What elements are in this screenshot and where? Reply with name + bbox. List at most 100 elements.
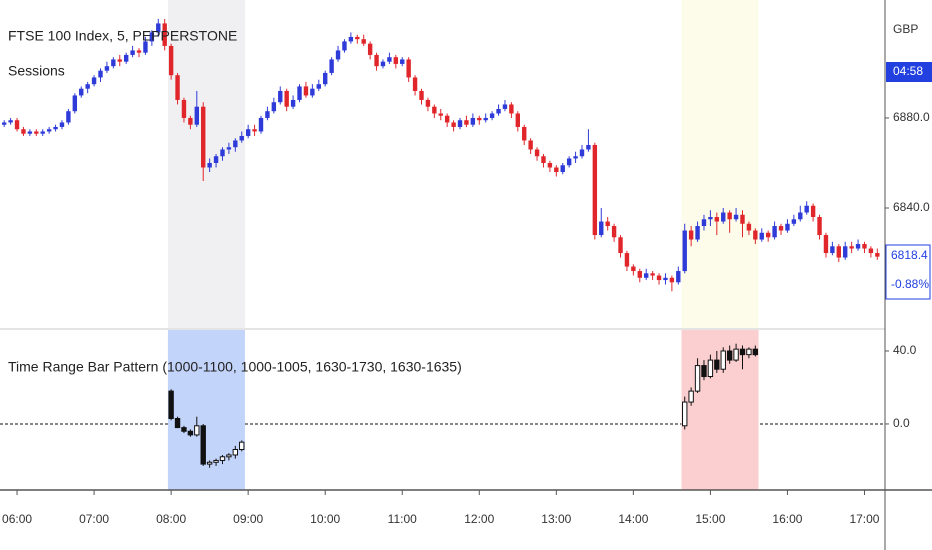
candle-body	[875, 253, 880, 257]
last-price-box	[885, 244, 931, 300]
candle-body	[534, 149, 540, 157]
candle-body	[91, 77, 97, 85]
candle-body	[98, 70, 103, 78]
candle-body	[200, 425, 206, 465]
candle-body	[547, 162, 553, 168]
candle-body	[297, 86, 302, 100]
candle-body	[688, 390, 694, 403]
y-tick-label: 40.0	[893, 343, 917, 357]
candle-body	[592, 144, 598, 236]
candle-body	[695, 226, 700, 240]
candle-body	[194, 425, 200, 436]
session-shade	[681, 0, 759, 328]
x-tick-label: 11:00	[388, 512, 417, 526]
candle-body	[522, 126, 527, 141]
candle-body	[329, 59, 334, 73]
last-price-label: 6818.4	[891, 248, 928, 262]
candle-body	[855, 244, 861, 249]
candle-body	[765, 232, 771, 238]
candle-body	[682, 401, 688, 427]
candle-body	[707, 359, 714, 378]
y-tick-label: 0.0	[893, 416, 910, 430]
candle-body	[579, 149, 585, 157]
candle-body	[213, 459, 219, 463]
candle-body	[688, 230, 694, 240]
candle-body	[72, 95, 78, 112]
candle-body	[554, 167, 559, 172]
candle-body	[791, 219, 797, 224]
candle-body	[181, 99, 187, 118]
candle-body	[239, 135, 244, 141]
candle-body	[772, 226, 777, 238]
change-label: -0.88%	[891, 277, 929, 291]
candle-body	[111, 59, 116, 67]
candle-body	[194, 106, 199, 125]
candle-body	[740, 214, 745, 224]
indicator-session-bg	[167, 330, 245, 490]
countdown-label: 04:58	[893, 64, 923, 78]
candle-body	[316, 84, 321, 89]
x-tick-label: 10:00	[310, 512, 340, 526]
candle-body	[464, 120, 469, 125]
candle-body	[663, 277, 668, 281]
candle-body	[181, 427, 187, 432]
candle-body	[618, 237, 623, 254]
candle-body	[59, 122, 65, 127]
candle-body	[721, 212, 726, 222]
candle-body	[489, 113, 495, 118]
countdown-box	[886, 62, 932, 82]
candle-body	[810, 205, 816, 218]
candle-body	[727, 212, 732, 220]
candle-body	[355, 36, 360, 40]
x-tick-label: 14:00	[618, 512, 648, 526]
candle-body	[843, 246, 848, 258]
plot-layer: 6880.0 6840.0 40.0 0.0 06:00 07:00 08:00 09:00 1…	[0, 0, 930, 526]
candle-body	[862, 244, 867, 249]
candle-body	[367, 43, 373, 55]
candle-body	[432, 106, 437, 114]
candle-body	[739, 348, 746, 356]
candle-body	[130, 50, 135, 55]
candle-body	[701, 365, 707, 378]
candle-body	[798, 212, 803, 220]
candle-body	[515, 113, 520, 127]
candle-body	[380, 61, 386, 67]
candle-body	[451, 122, 456, 127]
candle-body	[156, 23, 161, 33]
candle-body	[14, 120, 20, 130]
candle-body	[206, 461, 213, 465]
candle-body	[27, 131, 33, 134]
candle-body	[219, 456, 226, 461]
chart-subtitle: Sessions	[8, 63, 65, 79]
candle-body	[694, 365, 701, 392]
candle-body	[323, 72, 328, 85]
candle-body	[708, 217, 713, 220]
candle-body	[335, 50, 341, 60]
candle-body	[226, 454, 232, 458]
candle-body	[746, 223, 752, 231]
candle-body	[444, 115, 450, 123]
candle-body	[509, 104, 514, 114]
candle-body	[143, 41, 148, 53]
candle-body	[733, 348, 739, 361]
y-tick-label: 6880.0	[893, 110, 930, 124]
x-tick-label: 13:00	[541, 512, 571, 526]
candle-body	[502, 104, 508, 109]
session-shade	[167, 0, 245, 328]
candle-body	[830, 246, 835, 254]
candle-body	[605, 221, 610, 227]
candle-body	[252, 129, 257, 132]
candle-body	[207, 162, 212, 168]
candle-body	[644, 273, 649, 278]
candle-body	[226, 147, 232, 150]
candle-body	[104, 66, 110, 71]
candle-body	[438, 113, 443, 116]
candle-body	[566, 158, 572, 166]
candle-body	[823, 235, 829, 254]
candle-body	[676, 271, 681, 283]
candle-body	[361, 39, 366, 44]
candle-body	[528, 140, 533, 150]
candle-body	[46, 129, 52, 132]
